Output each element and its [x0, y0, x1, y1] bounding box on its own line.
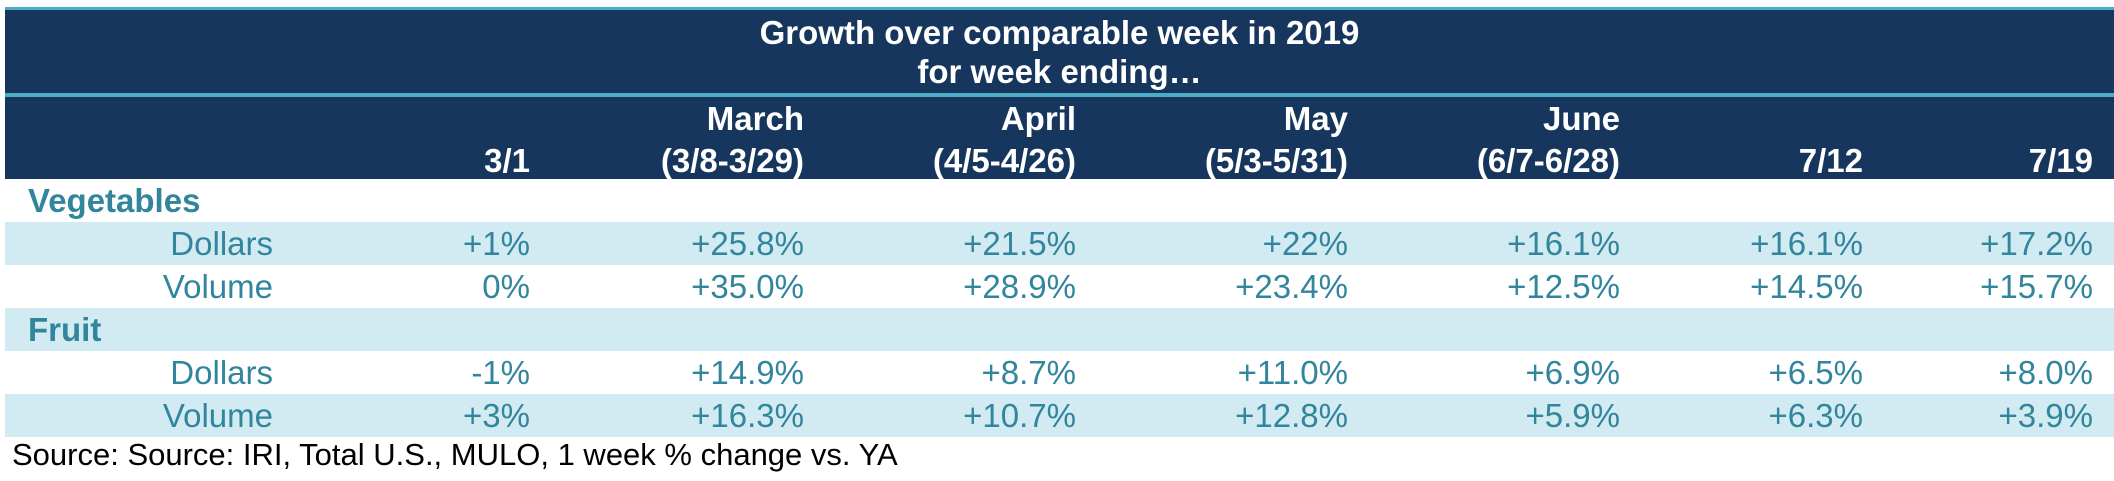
col-header-may-range: (5/3-5/31) — [1204, 142, 1348, 179]
table-cell: +21.5% — [963, 225, 1076, 262]
row-label-volume: Volume — [162, 268, 273, 305]
table-cell: +10.7% — [963, 397, 1076, 434]
table-cell: +16.1% — [1507, 225, 1620, 262]
table-title-line-2: for week ending… — [917, 53, 1202, 90]
table-cell: +1% — [463, 225, 530, 262]
col-header-7-19: 7/19 — [2028, 142, 2093, 179]
col-header-april-range: (4/5-4/26) — [932, 142, 1076, 179]
table-cell: +15.7% — [1980, 268, 2093, 305]
table-cell: +8.7% — [981, 354, 1077, 391]
table-cell: +14.5% — [1750, 268, 1863, 305]
row-label-volume: Volume — [162, 397, 273, 434]
table-cell: +6.9% — [1525, 354, 1621, 391]
column-header-band: 3/1 March (3/8-3/29) April (4/5-4/26) Ma… — [5, 97, 2114, 179]
row-label-dollars: Dollars — [170, 354, 273, 391]
col-header-june-range: (6/7-6/28) — [1476, 142, 1620, 179]
group-label-fruit: Fruit — [28, 311, 102, 348]
table-cell: +12.8% — [1235, 397, 1348, 434]
col-header-march-top: March — [706, 100, 804, 137]
top-rule — [0, 0, 2114, 7]
table-cell: +3% — [463, 397, 530, 434]
table-cell: +6.5% — [1768, 354, 1864, 391]
table-cell: +12.5% — [1507, 268, 1620, 305]
table-cell: +23.4% — [1235, 268, 1348, 305]
table-cell: +16.1% — [1750, 225, 1863, 262]
table-cell: +5.9% — [1525, 397, 1621, 434]
table-cell: +11.0% — [1237, 354, 1348, 391]
header-separator — [5, 93, 2114, 97]
table-row-vegetables-volume: Volume 0% +35.0% +28.9% +23.4% +12.5% +1… — [5, 265, 2114, 308]
table-title-line-1: Growth over comparable week in 2019 — [759, 14, 1360, 51]
source-note: Source: Source: IRI, Total U.S., MULO, 1… — [12, 437, 898, 472]
table-row-fruit-dollars: Dollars -1% +14.9% +8.7% +11.0% +6.9% +6… — [5, 351, 2114, 394]
group-row-fruit: Fruit — [5, 308, 2114, 351]
table-cell: +22% — [1262, 225, 1348, 262]
table-cell: +16.3% — [691, 397, 804, 434]
table-cell: +25.8% — [691, 225, 804, 262]
table-cell: -1% — [471, 354, 530, 391]
col-header-march-range: (3/8-3/29) — [660, 142, 804, 179]
col-header-may-top: May — [1283, 100, 1348, 137]
col-header-3-1: 3/1 — [484, 142, 530, 179]
table-cell: +6.3% — [1768, 397, 1864, 434]
row-label-dollars: Dollars — [170, 225, 273, 262]
table-cell: +14.9% — [691, 354, 804, 391]
col-header-april-top: April — [1000, 100, 1076, 137]
table-cell: +3.9% — [1998, 397, 2094, 434]
table-cell: +35.0% — [691, 268, 804, 305]
group-row-vegetables: Vegetables — [5, 179, 2114, 222]
group-label-vegetables: Vegetables — [28, 182, 201, 219]
table-title-band: Growth over comparable week in 2019 for … — [5, 7, 2114, 96]
col-header-june-top: June — [1542, 100, 1620, 137]
table-row-fruit-volume: Volume +3% +16.3% +10.7% +12.8% +5.9% +6… — [5, 394, 2114, 437]
table-cell: +28.9% — [963, 268, 1076, 305]
table-cell: +8.0% — [1998, 354, 2094, 391]
table-row-vegetables-dollars: Dollars +1% +25.8% +21.5% +22% +16.1% +1… — [5, 222, 2114, 265]
table-cell: +17.2% — [1980, 225, 2093, 262]
table-cell: 0% — [482, 268, 530, 305]
col-header-7-12: 7/12 — [1798, 142, 1863, 179]
